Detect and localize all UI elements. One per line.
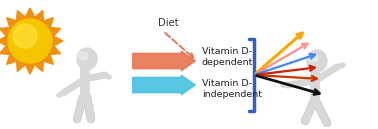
Circle shape — [13, 24, 37, 48]
Circle shape — [8, 19, 52, 63]
Text: Diet: Diet — [158, 18, 179, 28]
Text: Vitamin D-
dependent: Vitamin D- dependent — [202, 47, 253, 67]
Text: Vitamin D-
independent: Vitamin D- independent — [202, 79, 262, 99]
Ellipse shape — [307, 50, 327, 72]
Ellipse shape — [77, 48, 97, 70]
FancyArrowPatch shape — [133, 75, 195, 95]
Polygon shape — [0, 8, 63, 74]
Ellipse shape — [308, 54, 318, 62]
FancyArrowPatch shape — [133, 51, 195, 71]
Ellipse shape — [78, 52, 88, 60]
